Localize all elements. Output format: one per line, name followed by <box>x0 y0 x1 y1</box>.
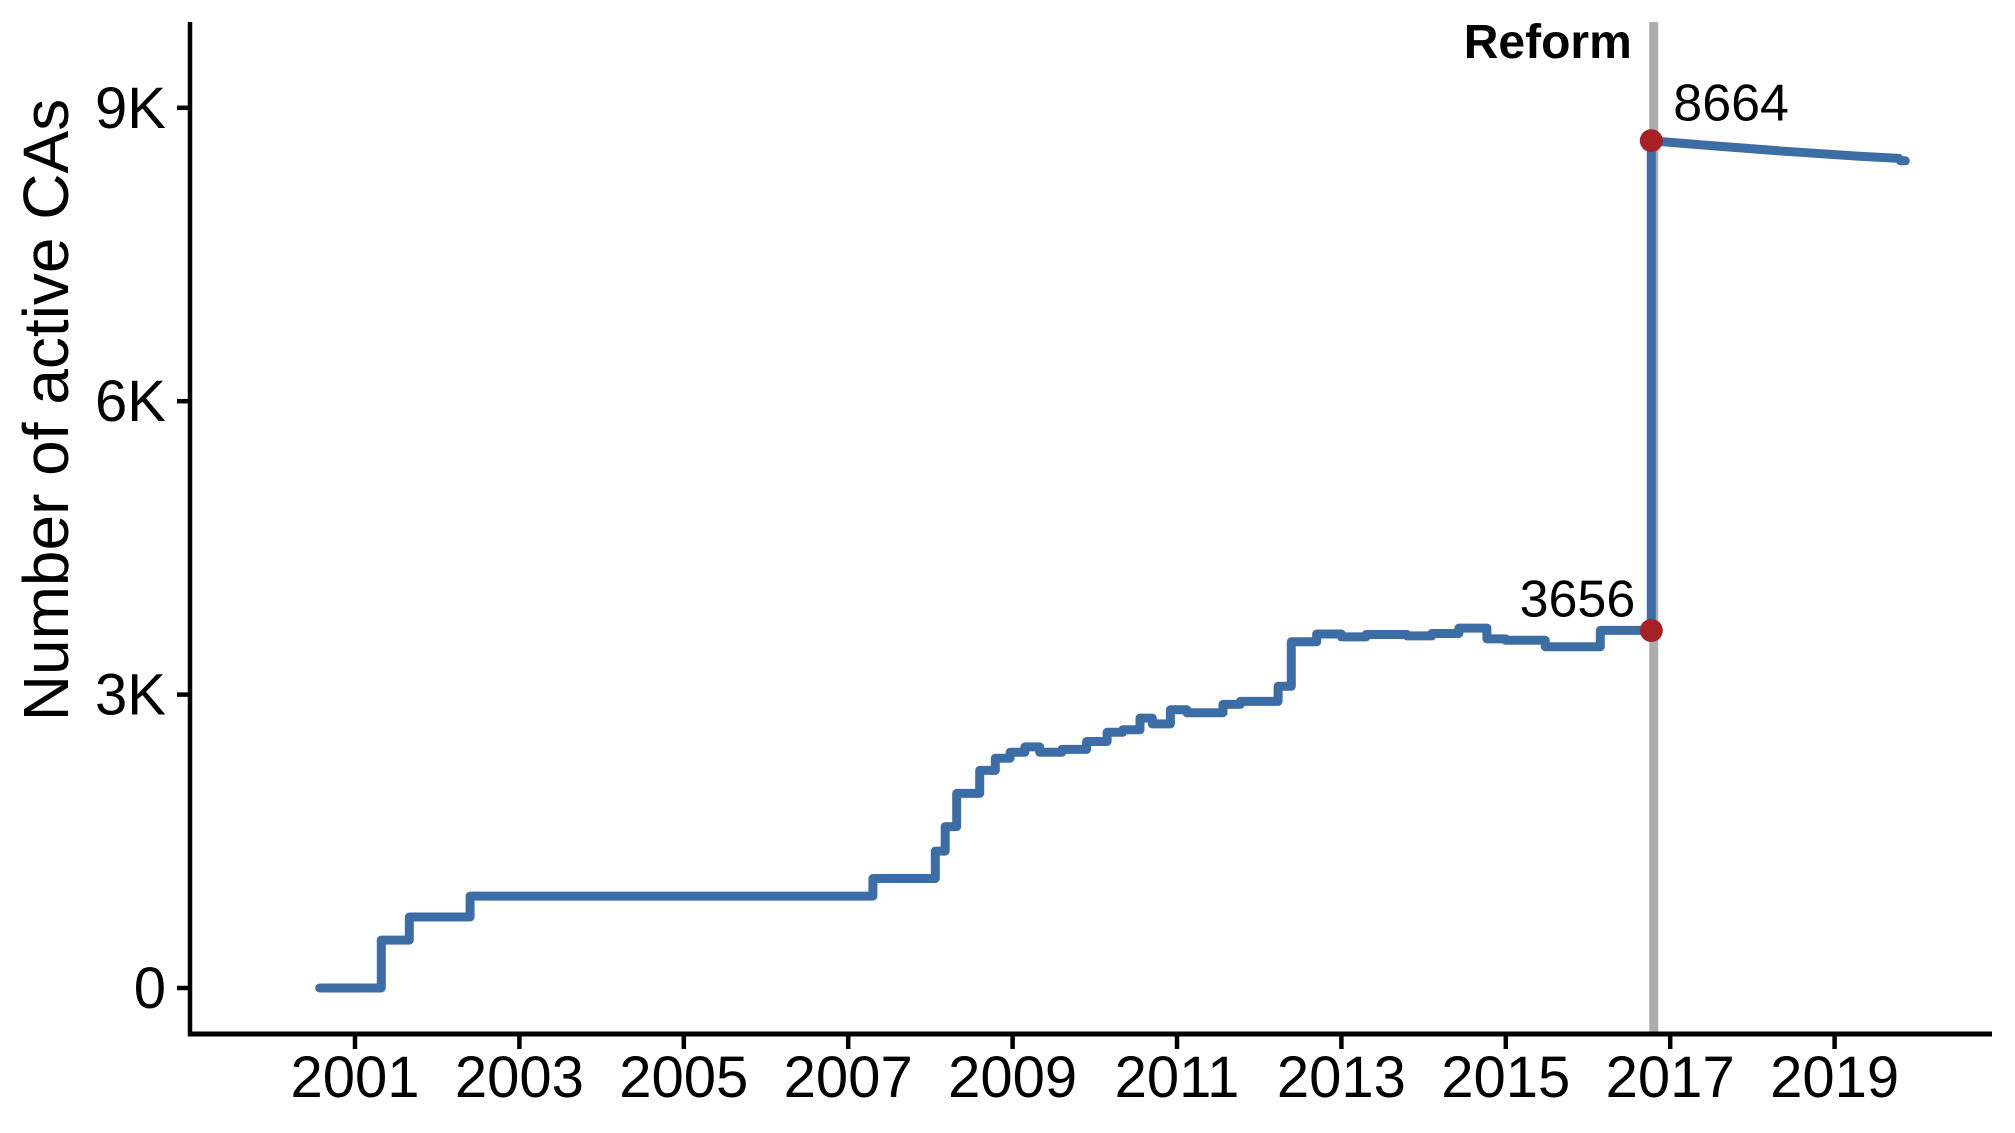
x-tick-label: 2013 <box>1277 1045 1406 1110</box>
x-tick-label: 2005 <box>619 1045 748 1110</box>
reform-label: Reform <box>1464 16 1632 69</box>
axes-layer: 0 3K 6K 9K 2001 2003 2005 2007 2009 2011 2013 2015 2… <box>95 22 1992 1110</box>
series-layer <box>315 136 1910 993</box>
reform-marker-layer: Reform <box>1464 16 1659 1032</box>
y-tick-label: 0 <box>134 956 166 1021</box>
x-tick-label: 2007 <box>784 1045 913 1110</box>
y-axis-title: Number of active CAs <box>10 99 82 721</box>
x-tick-label: 2011 <box>1115 1045 1240 1110</box>
x-tick-label: 2009 <box>948 1045 1077 1110</box>
y-tick-label: 6K <box>95 369 166 434</box>
annotation-label-3656: 3656 <box>1520 570 1636 628</box>
series-path-active_cas_post_reform <box>1646 136 1910 635</box>
series-path-active_cas_pre_reform <box>315 623 1656 993</box>
x-tick-label: 2001 <box>290 1045 419 1110</box>
x-tick-label: 2017 <box>1606 1045 1735 1110</box>
x-tick-label: 2003 <box>455 1045 584 1110</box>
y-tick-label: 9K <box>95 76 166 141</box>
annotation-dot-3656 <box>1639 618 1663 642</box>
x-tick-label: 2015 <box>1441 1045 1570 1110</box>
annotation-dot-8664 <box>1639 129 1663 153</box>
x-tick-label: 2019 <box>1770 1045 1899 1110</box>
y-tick-label: 3K <box>95 663 166 728</box>
annotation-label-8664: 8664 <box>1673 75 1789 133</box>
annotation-layer: 8664 3656 <box>1520 75 1789 642</box>
